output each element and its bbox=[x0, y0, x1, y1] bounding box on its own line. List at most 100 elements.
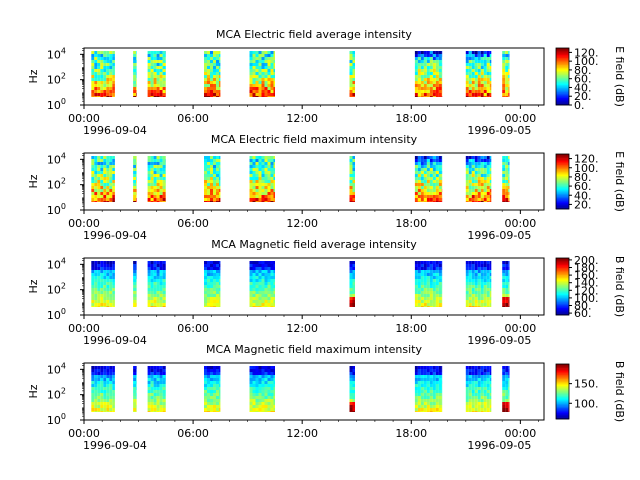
panel-title: MCA Electric field maximum intensity bbox=[211, 133, 418, 146]
y-tick-label: 102 bbox=[47, 282, 66, 297]
x-tick-label: 06:00 bbox=[177, 322, 209, 335]
data-block bbox=[91, 156, 115, 202]
colorbar: 150. 100. B field (dB) bbox=[555, 361, 626, 422]
x-tick-label: 18:00 bbox=[395, 112, 427, 125]
x-date-label: 1996-09-04 bbox=[83, 124, 147, 137]
x-tick-label: 18:00 bbox=[395, 322, 427, 335]
colorbar-tick-label: 120. bbox=[574, 153, 599, 166]
data-block bbox=[502, 156, 510, 202]
colorbar-tick-label: 100. bbox=[574, 55, 599, 68]
panel-2: MCA Electric field maximum intensity Hz 10… bbox=[27, 133, 626, 242]
data-block bbox=[502, 366, 510, 412]
data-block bbox=[249, 366, 275, 412]
data-block bbox=[91, 366, 115, 412]
data-block bbox=[204, 51, 221, 97]
y-tick-label: 104 bbox=[47, 151, 66, 166]
colorbar-tick-label: 40. bbox=[574, 81, 592, 94]
y-tick-label: 102 bbox=[47, 387, 66, 402]
colorbar-tick-label: 100. bbox=[574, 162, 599, 175]
y-axis-label: Hz bbox=[27, 384, 40, 398]
data-block bbox=[502, 51, 510, 97]
data-block bbox=[133, 156, 137, 202]
x-tick-label: 00:00 bbox=[68, 112, 100, 125]
data-block bbox=[147, 366, 166, 412]
x-tick-label: 00:00 bbox=[505, 427, 537, 440]
data-block bbox=[204, 156, 221, 202]
data-block bbox=[465, 366, 492, 412]
colorbar-tick-label: 160. bbox=[574, 269, 599, 282]
axes-frame bbox=[83, 47, 545, 106]
x-tick-label: 00:00 bbox=[68, 217, 100, 230]
y-tick-label: 102 bbox=[47, 72, 66, 87]
x-date-label: 1996-09-05 bbox=[467, 334, 531, 347]
y-tick-label: 100 bbox=[47, 97, 66, 112]
colorbar-label: E field (dB) bbox=[613, 46, 626, 107]
colorbar: 120.100.80.60.40.20.0. E field (dB) bbox=[555, 46, 626, 112]
colorbar-tick-label: 150. bbox=[574, 378, 599, 391]
x-tick-label: 12:00 bbox=[286, 217, 318, 230]
data-block bbox=[133, 261, 137, 307]
colorbar-tick-label: 100. bbox=[574, 397, 599, 410]
data-block bbox=[414, 51, 443, 97]
x-tick-label: 06:00 bbox=[177, 112, 209, 125]
x-date-label: 1996-09-05 bbox=[467, 124, 531, 137]
colorbar-tick-label: 60. bbox=[574, 180, 592, 193]
x-tick-label: 06:00 bbox=[177, 217, 209, 230]
y-tick-label: 104 bbox=[47, 46, 66, 61]
axes-frame bbox=[83, 152, 545, 211]
colorbar-tick-label: 40. bbox=[574, 189, 592, 202]
x-tick-label: 00:00 bbox=[68, 427, 100, 440]
y-tick-label: 104 bbox=[47, 361, 66, 376]
colorbar: 200.180.160.140.120.100.80.60. B field (d… bbox=[555, 254, 626, 320]
panel-3: MCA Magnetic field average intensity Hz 10… bbox=[27, 238, 626, 347]
x-tick-label: 00:00 bbox=[68, 322, 100, 335]
y-tick-label: 100 bbox=[47, 202, 66, 217]
colorbar-tick-label: 200. bbox=[574, 254, 599, 267]
colorbar-tick-label: 60. bbox=[574, 73, 592, 86]
colorbar-label: B field (dB) bbox=[613, 361, 626, 422]
axes-frame bbox=[83, 257, 545, 316]
data-block bbox=[465, 156, 492, 202]
data-block bbox=[249, 156, 275, 202]
axes-frame bbox=[83, 362, 545, 421]
x-date-label: 1996-09-05 bbox=[467, 439, 531, 452]
x-date-label: 1996-09-04 bbox=[83, 439, 147, 452]
x-tick-label: 12:00 bbox=[286, 427, 318, 440]
data-block bbox=[414, 156, 443, 202]
colorbar-label: B field (dB) bbox=[613, 256, 626, 317]
data-block bbox=[147, 156, 166, 202]
panel-title: MCA Electric field average intensity bbox=[216, 28, 412, 41]
x-tick-label: 18:00 bbox=[395, 217, 427, 230]
colorbar-tick-label: 100. bbox=[574, 292, 599, 305]
x-tick-label: 00:00 bbox=[505, 322, 537, 335]
data-block bbox=[147, 261, 166, 307]
y-axis-label: Hz bbox=[27, 174, 40, 188]
x-tick-label: 06:00 bbox=[177, 427, 209, 440]
colorbar-tick-label: 60. bbox=[574, 307, 592, 320]
data-block bbox=[249, 51, 275, 97]
data-block bbox=[249, 261, 275, 307]
data-block bbox=[465, 261, 492, 307]
panel-title: MCA Magnetic field average intensity bbox=[211, 238, 417, 251]
data-block bbox=[349, 51, 355, 97]
data-block bbox=[465, 51, 492, 97]
data-block bbox=[204, 261, 221, 307]
colorbar-tick-label: 180. bbox=[574, 262, 599, 275]
colorbar-tick-label: 20. bbox=[574, 90, 592, 103]
colorbar-tick-label: 120. bbox=[574, 46, 599, 59]
data-block bbox=[414, 261, 443, 307]
panel-1: MCA Electric field average intensity Hz 10… bbox=[27, 28, 626, 137]
data-block bbox=[414, 366, 443, 412]
y-tick-label: 100 bbox=[47, 412, 66, 427]
colorbar: 120.100.80.60.40.20. E field (dB) bbox=[555, 151, 626, 212]
colorbar-tick-label: 120. bbox=[574, 284, 599, 297]
data-block bbox=[204, 366, 221, 412]
colorbar-tick-label: 80. bbox=[574, 64, 592, 77]
colorbar-tick-label: 80. bbox=[574, 300, 592, 313]
panel-4: MCA Magnetic field maximum intensity Hz 10… bbox=[27, 343, 626, 452]
x-tick-label: 00:00 bbox=[505, 217, 537, 230]
data-block bbox=[349, 366, 355, 412]
panel-title: MCA Magnetic field maximum intensity bbox=[206, 343, 422, 356]
y-tick-label: 104 bbox=[47, 256, 66, 271]
